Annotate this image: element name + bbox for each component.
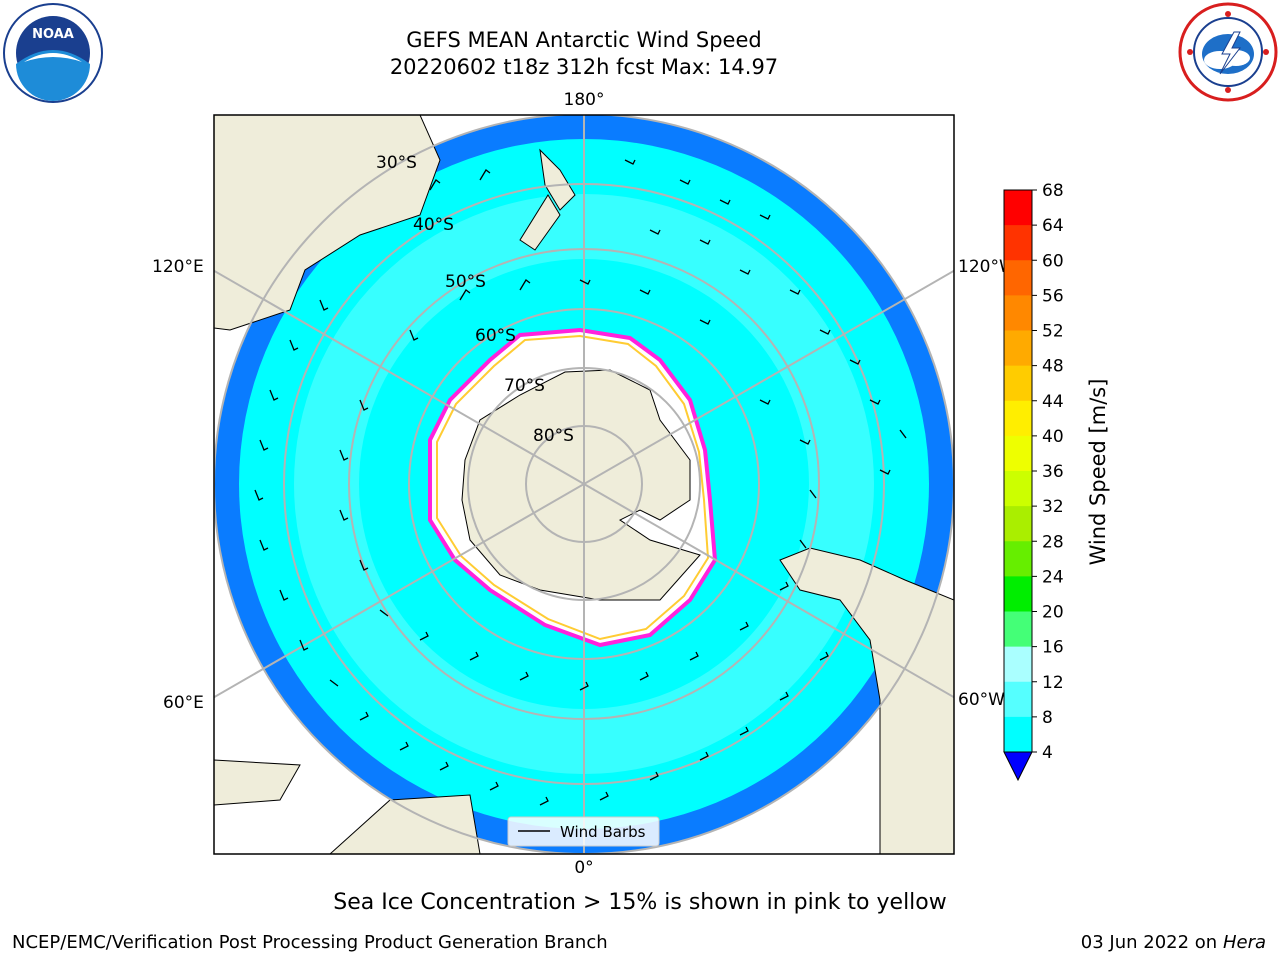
date-stamp: 03 Jun 2022 on Hera: [1081, 932, 1266, 953]
colorbar-tick-label: 64: [1042, 216, 1064, 236]
colorbar-segment: [1004, 611, 1032, 648]
lat-label-50s: 50°S: [445, 272, 486, 292]
colorbar-segment: [1004, 681, 1032, 718]
colorbar-segment: [1004, 435, 1032, 472]
machine-name: Hera: [1222, 932, 1266, 953]
title-line-1: GEFS MEAN Antarctic Wind Speed: [406, 28, 762, 52]
colorbar-segment: [1004, 295, 1032, 331]
colorbar-tick-label: 16: [1042, 638, 1064, 658]
lat-label-80s: 80°S: [533, 426, 574, 446]
noaa-logo-text: NOAA: [32, 27, 74, 42]
lon-label-120w: 120°W: [958, 257, 1016, 277]
colorbar-segment: [1004, 190, 1032, 226]
colorbar-segment: [1004, 506, 1032, 542]
lat-label-30s: 30°S: [376, 153, 417, 173]
new-zealand-south: [519, 194, 561, 251]
colorbar-segment: [1004, 365, 1032, 402]
colorbar: 68 64 60 56 52 48 44 40 36 32 28 24 20 16 12 8 4: [1003, 181, 1064, 782]
lon-label-120e: 120°E: [152, 257, 204, 277]
map-frame: [213, 114, 955, 855]
map-legend: Wind Barbs: [507, 816, 660, 847]
colorbar-tick-label: 68: [1042, 181, 1064, 201]
colorbar-segment: [1004, 260, 1032, 296]
colorbar-tick-label: 4: [1042, 743, 1053, 763]
lon-label-0: 0°: [574, 858, 593, 878]
colorbar-tick-label: 28: [1042, 532, 1064, 552]
lat-label-70s: 70°S: [504, 376, 545, 396]
colorbar-segment: [1004, 330, 1032, 367]
nws-logo-icon: [1178, 2, 1278, 102]
colorbar-segment: [1004, 716, 1032, 753]
colorbar-tick-label: 36: [1042, 462, 1064, 482]
graticule: [214, 115, 954, 854]
colorbar-tick-label: 40: [1042, 427, 1064, 447]
madagascar-land: [214, 759, 301, 806]
new-zealand-north: [539, 148, 576, 211]
wind-barbs: [254, 159, 907, 806]
colorbar-tick-label: 56: [1042, 286, 1064, 306]
legend-label: Wind Barbs: [560, 823, 646, 841]
sea-ice-note: Sea Ice Concentration > 15% is shown in …: [333, 890, 947, 915]
title-line-2: 20220602 t18z 312h fcst Max: 14.97: [389, 55, 779, 79]
colorbar-tick-label: 8: [1042, 708, 1053, 728]
colorbar-segment: [1004, 471, 1032, 507]
colorbar-segment: [1004, 646, 1032, 683]
noaa-logo-icon: NOAA: [3, 3, 103, 103]
colorbar-segment: [1004, 225, 1032, 261]
lon-label-60e: 60°E: [163, 693, 204, 713]
lat-label-40s: 40°S: [413, 215, 454, 235]
credit-text: NCEP/EMC/Verification Post Processing Pr…: [12, 932, 608, 953]
colorbar-tick-label: 60: [1042, 251, 1064, 271]
colorbar-tick-label: 12: [1042, 673, 1064, 693]
colorbar-tick-label: 32: [1042, 497, 1064, 517]
colorbar-tick-label: 44: [1042, 392, 1064, 412]
colorbar-tick-label: 48: [1042, 357, 1064, 377]
colorbar-tick-label: 20: [1042, 603, 1064, 623]
colorbar-label: Wind Speed [m/s]: [1086, 379, 1110, 566]
colorbar-segment: [1004, 400, 1032, 437]
colorbar-segment: [1004, 541, 1032, 577]
colorbar-tick-label: 52: [1042, 322, 1064, 342]
colorbar-segment: [1004, 576, 1032, 612]
lon-label-60w: 60°W: [958, 690, 1005, 710]
lat-label-60s: 60°S: [475, 326, 516, 346]
colorbar-under-extension: [1003, 751, 1033, 782]
colorbar-tick-label: 24: [1042, 567, 1064, 587]
date-text: 03 Jun 2022 on: [1080, 932, 1218, 953]
lon-label-180: 180°: [564, 90, 605, 110]
